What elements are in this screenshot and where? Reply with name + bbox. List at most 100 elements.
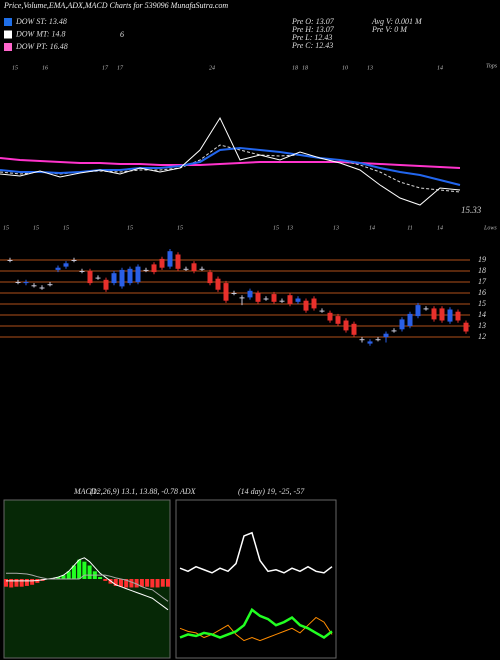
candle-body bbox=[135, 266, 141, 282]
legend-text: DOW PT: 16.48 bbox=[15, 42, 68, 51]
histogram-bar bbox=[139, 579, 144, 587]
date-label: 18 bbox=[292, 65, 298, 71]
histogram-bar bbox=[61, 575, 66, 579]
y-tick-label: 14 bbox=[478, 310, 486, 319]
candle-body bbox=[23, 282, 29, 284]
candle-body bbox=[455, 311, 461, 321]
candle-body bbox=[407, 313, 413, 326]
candle-body bbox=[95, 277, 101, 279]
candle-body bbox=[199, 268, 205, 270]
candle-body bbox=[303, 300, 309, 311]
candle-body bbox=[335, 316, 341, 324]
tops-label: Tops bbox=[486, 63, 498, 69]
macd-title: MACD: bbox=[73, 487, 100, 496]
info-text: Avg V: 0.001 M bbox=[371, 17, 423, 26]
lows-label: Lows bbox=[483, 225, 497, 231]
date-label: 24 bbox=[209, 64, 215, 71]
histogram-bar bbox=[124, 579, 129, 588]
candle-body bbox=[399, 319, 405, 330]
candle-body bbox=[415, 305, 421, 317]
candle-body bbox=[167, 251, 173, 267]
info-text: Pre C: 12.43 bbox=[291, 41, 333, 50]
histogram-bar bbox=[87, 565, 92, 579]
legend-swatch bbox=[4, 30, 12, 39]
candle-body bbox=[31, 285, 37, 287]
histogram-bar bbox=[129, 579, 134, 588]
date-label: 15 bbox=[177, 225, 183, 231]
candle-body bbox=[191, 263, 197, 271]
candle-body bbox=[111, 273, 117, 284]
histogram-bar bbox=[166, 579, 170, 587]
y-tick-label: 12 bbox=[478, 332, 486, 341]
y-tick-label: 17 bbox=[478, 277, 487, 286]
candle-body bbox=[463, 322, 469, 332]
histogram-bar bbox=[134, 579, 139, 588]
candle-body bbox=[119, 269, 125, 287]
candle-body bbox=[63, 263, 69, 267]
candle-body bbox=[79, 271, 85, 272]
candle-body bbox=[143, 269, 149, 271]
histogram-bar bbox=[118, 579, 123, 587]
candle-body bbox=[279, 300, 285, 302]
candle-body bbox=[255, 293, 261, 302]
info-text: Pre O: 13.07 bbox=[291, 17, 335, 26]
histogram-bar bbox=[150, 579, 155, 588]
histogram-bar bbox=[24, 579, 29, 586]
series-line bbox=[179, 607, 333, 640]
series-line bbox=[0, 146, 461, 186]
candle-body bbox=[327, 312, 333, 321]
legend-text: DOW MT: 14.8 bbox=[15, 29, 66, 38]
y-tick-label: 13 bbox=[478, 321, 486, 330]
date-label: 15 bbox=[127, 225, 133, 231]
candle-body bbox=[239, 297, 245, 299]
histogram-bar bbox=[103, 579, 108, 581]
y-tick-label: 18 bbox=[478, 266, 486, 275]
series-line bbox=[0, 144, 461, 193]
info-text: Pre H: 13.07 bbox=[291, 25, 335, 34]
candle-body bbox=[207, 272, 213, 284]
candle-body bbox=[367, 341, 373, 344]
candle-body bbox=[287, 295, 293, 304]
candle-body bbox=[319, 310, 325, 312]
series-line bbox=[0, 116, 461, 206]
histogram-bar bbox=[66, 571, 71, 579]
date-label: 15 bbox=[63, 225, 69, 231]
candle-body bbox=[47, 284, 53, 286]
candle-body bbox=[247, 290, 253, 298]
candle-body bbox=[447, 309, 453, 322]
series-line bbox=[179, 531, 333, 574]
histogram-bar bbox=[113, 579, 118, 586]
histogram-bar bbox=[145, 579, 150, 587]
candle-body bbox=[159, 258, 165, 268]
adx-panel bbox=[175, 499, 337, 659]
candle-body bbox=[39, 287, 45, 289]
candle-body bbox=[271, 294, 277, 302]
date-label: 13 bbox=[333, 225, 339, 231]
y-tick-label: 19 bbox=[478, 255, 486, 264]
histogram-bar bbox=[160, 579, 165, 587]
histogram-bar bbox=[56, 577, 61, 579]
page-title: Price,Volume,EMA,ADX,MACD Charts for 539… bbox=[3, 1, 228, 10]
histogram-bar bbox=[4, 579, 8, 587]
candle-body bbox=[359, 339, 365, 341]
adx-params: (14 day) 19, -25, -57 bbox=[238, 487, 305, 496]
price-annotation: 15.33 bbox=[461, 205, 482, 215]
histogram-bar bbox=[77, 559, 82, 579]
histogram-bar bbox=[19, 579, 24, 587]
candle-body bbox=[223, 283, 229, 301]
date-label: 14 bbox=[437, 64, 443, 71]
date-label: 18 bbox=[302, 65, 308, 71]
series-line bbox=[0, 157, 461, 169]
candle-body bbox=[231, 293, 237, 294]
candle-body bbox=[431, 308, 437, 320]
candle-body bbox=[383, 333, 389, 337]
series-line bbox=[6, 572, 169, 602]
candle-body bbox=[103, 279, 109, 290]
candle-body bbox=[71, 260, 77, 261]
legend-swatch bbox=[4, 18, 12, 26]
date-label: 15 bbox=[33, 225, 39, 231]
histogram-bar bbox=[155, 579, 160, 588]
date-label: 17 bbox=[102, 65, 109, 71]
